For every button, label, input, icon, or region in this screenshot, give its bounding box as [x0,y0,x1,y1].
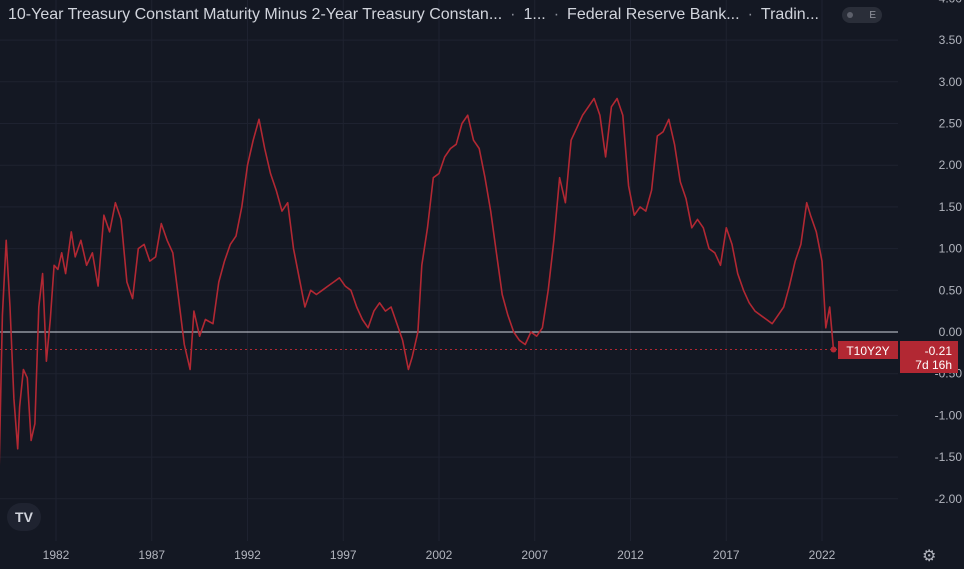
extended-hours-toggle[interactable]: E [842,7,882,23]
y-tick-label: 4.00 [939,0,963,5]
last-value-text: -0.21 [925,344,953,358]
toggle-label: E [869,9,876,21]
y-tick-label: -1.00 [935,408,963,422]
header-separator: · [747,6,753,23]
toggle-knob-icon [847,12,853,18]
y-tick-label: 1.00 [939,242,963,256]
interval-label[interactable]: 1... [523,6,546,23]
series-line-t10y2y[interactable] [0,97,835,499]
source-label[interactable]: Federal Reserve Bank... [567,6,740,23]
y-axis[interactable]: 4.003.503.002.502.001.501.000.500.00-0.5… [935,0,963,506]
x-tick-label: 1982 [43,548,70,562]
symbol-label-bg [838,341,898,359]
y-tick-label: 3.00 [939,75,963,89]
x-tick-label: 2007 [521,548,548,562]
symbol-label[interactable]: T10Y2Y [838,341,898,359]
x-tick-label: 2002 [426,548,453,562]
y-tick-label: 3.50 [939,33,963,47]
countdown-text: 7d 16h [915,358,952,372]
x-tick-label: 1992 [234,548,261,562]
y-tick-label: 0.50 [939,283,963,297]
symbol-label-text: T10Y2Y [846,344,889,358]
gear-icon[interactable]: ⚙ [922,548,937,565]
x-tick-label: 1997 [330,548,357,562]
y-tick-label: 0.00 [939,325,963,339]
header-separator: · [510,6,516,23]
y-tick-label: -1.50 [935,450,963,464]
symbol-title[interactable]: 10-Year Treasury Constant Maturity Minus… [8,6,503,23]
x-tick-label: 1987 [138,548,165,562]
tradingview-logo-icon[interactable]: TV [7,503,41,531]
last-value-label[interactable]: -0.21 7d 16h [900,341,958,373]
x-tick-label: 2012 [617,548,644,562]
provider-label[interactable]: Tradin... [760,6,819,23]
grid-lines [0,0,898,541]
last-value-label-bg [900,341,958,373]
y-tick-label: 1.50 [939,200,963,214]
x-axis[interactable]: 1982 1987 1992 1997 2002 2007 2012 2017 2022 [43,548,836,562]
y-tick-label: 2.50 [939,117,963,131]
chart-header: 10-Year Treasury Constant Maturity Minus… [8,6,819,24]
x-tick-label: 2017 [713,548,740,562]
last-value-point[interactable] [830,346,837,353]
logo-text: TV [15,509,33,525]
header-separator: · [553,6,560,23]
y-tick-label: 2.00 [939,158,963,172]
x-tick-label: 2022 [809,548,836,562]
y-tick-label: -2.00 [935,492,963,506]
